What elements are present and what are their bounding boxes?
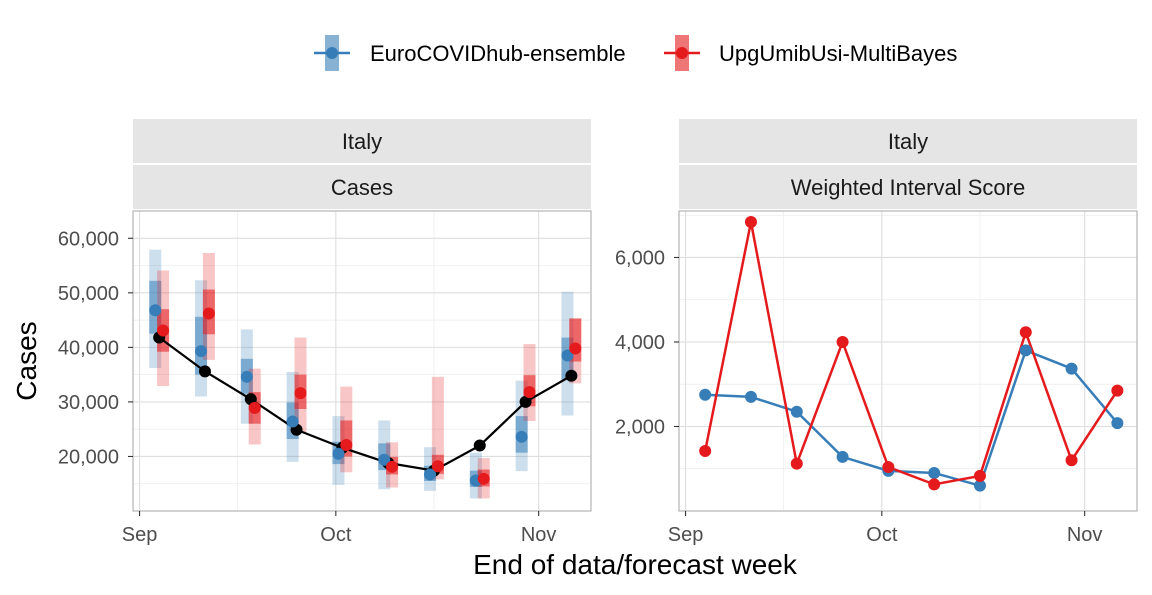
median-point-ensemble (195, 345, 208, 358)
left-points (149, 304, 582, 487)
legend-key-ensemble-point (326, 47, 338, 59)
median-point-multibayes (248, 401, 261, 414)
score-point-multibayes (1019, 326, 1032, 339)
score-point-ensemble (744, 390, 757, 403)
legend-item-multibayes: UpgUmibUsi-MultiBayes (664, 35, 957, 71)
median-point-ensemble (332, 447, 345, 460)
left-strip-top-label: Italy (342, 129, 382, 154)
score-point-ensemble (973, 479, 986, 492)
right-x-tick-label: Nov (1067, 524, 1103, 546)
left-x-axis: Sep Oct Nov (122, 524, 557, 546)
legend-label-ensemble: EuroCOVIDhub-ensemble (370, 41, 626, 66)
observed-point (519, 395, 532, 408)
score-point-ensemble (836, 450, 849, 463)
right-x-tick-label: Oct (866, 524, 898, 546)
x-axis-title: End of data/forecast week (473, 549, 798, 580)
median-point-ensemble (240, 370, 253, 383)
score-line-multibayes (703, 221, 1119, 486)
panel-background (679, 211, 1137, 511)
right-x-axis: Sep Oct Nov (668, 524, 1103, 546)
right-y-tick-label: 6,000 (615, 247, 665, 269)
left-grid (133, 211, 591, 511)
right-points (699, 215, 1124, 492)
median-point-multibayes (386, 460, 399, 473)
median-point-ensemble (561, 349, 574, 362)
score-point-multibayes (1111, 384, 1124, 397)
right-panel-strips: Italy Weighted Interval Score (679, 119, 1137, 209)
right-panel: 2,000 4,000 6,000 Sep Oct Nov (615, 210, 1138, 546)
left-x-tick-label: Sep (122, 524, 158, 546)
score-point-ensemble (699, 388, 712, 401)
median-point-multibayes (523, 386, 536, 399)
left-y-tick-label: 60,000 (58, 228, 119, 250)
right-grid (679, 211, 1137, 511)
left-y-tick-label: 30,000 (58, 392, 119, 414)
left-panel: 20,000 30,000 40,000 50,000 60,000 Sep O… (58, 210, 592, 546)
left-y-tick-label: 50,000 (58, 283, 119, 305)
right-strip-top-label: Italy (888, 129, 928, 154)
median-point-multibayes (569, 342, 582, 355)
legend-label-multibayes: UpgUmibUsi-MultiBayes (719, 41, 957, 66)
median-point-multibayes (202, 307, 215, 320)
left-strip-bottom-label: Cases (331, 175, 393, 200)
right-strip-bottom-bg (679, 165, 1137, 209)
left-panel-strips: Italy Cases (133, 119, 591, 209)
median-point-ensemble (286, 415, 299, 428)
median-point-ensemble (149, 304, 162, 317)
score-point-ensemble (1111, 417, 1124, 430)
score-point-multibayes (973, 469, 986, 482)
right-panel-border (678, 210, 1138, 512)
observed-point (473, 439, 486, 452)
score-point-multibayes (1065, 454, 1078, 467)
right-x-tick-label: Sep (668, 524, 704, 546)
score-point-ensemble (1065, 362, 1078, 375)
median-point-ensemble (515, 430, 528, 443)
left-x-tick-label: Oct (320, 524, 352, 546)
legend: EuroCOVIDhub-ensemble UpgUmibUsi-MultiBa… (314, 35, 957, 71)
median-point-multibayes (157, 324, 170, 337)
median-point-multibayes (340, 439, 353, 451)
score-point-multibayes (882, 461, 895, 474)
score-point-multibayes (790, 457, 803, 470)
right-strip-top-bg (679, 119, 1137, 163)
score-line-ensemble (705, 348, 1119, 488)
median-point-multibayes (477, 472, 490, 485)
median-point-ensemble (424, 468, 437, 481)
left-panel-border (132, 210, 592, 512)
score-point-multibayes (928, 478, 941, 491)
right-y-tick-label: 2,000 (615, 416, 665, 438)
median-point-multibayes (294, 387, 307, 400)
panel-background (133, 211, 591, 511)
score-point-multibayes (836, 335, 849, 348)
median-point-ensemble (378, 453, 391, 466)
legend-item-ensemble: EuroCOVIDhub-ensemble (314, 35, 626, 71)
right-y-axis: 2,000 4,000 6,000 (615, 247, 665, 438)
observed-line (158, 336, 572, 472)
observed-point (565, 369, 578, 382)
left-strip-top-bg (133, 119, 591, 163)
left-y-tick-label: 20,000 (58, 446, 119, 468)
left-y-tick-label: 40,000 (58, 337, 119, 359)
score-point-ensemble (790, 405, 803, 418)
outer-interval-multibayes (431, 376, 444, 480)
score-point-ensemble (928, 466, 941, 479)
score-point-multibayes (744, 215, 757, 228)
observed-point (198, 365, 211, 378)
right-y-tick-label: 4,000 (615, 332, 665, 354)
legend-key-multibayes-point (676, 47, 688, 59)
right-strip-bottom-label: Weighted Interval Score (791, 175, 1025, 200)
score-point-ensemble (1019, 344, 1032, 357)
left-y-axis: 20,000 30,000 40,000 50,000 60,000 (58, 228, 119, 468)
y-axis-title: Cases (11, 321, 42, 400)
left-x-tick-label: Nov (521, 524, 557, 546)
median-point-multibayes (431, 460, 444, 473)
right-lines (703, 221, 1119, 488)
score-point-multibayes (699, 445, 712, 457)
left-strip-bottom-bg (133, 165, 591, 209)
